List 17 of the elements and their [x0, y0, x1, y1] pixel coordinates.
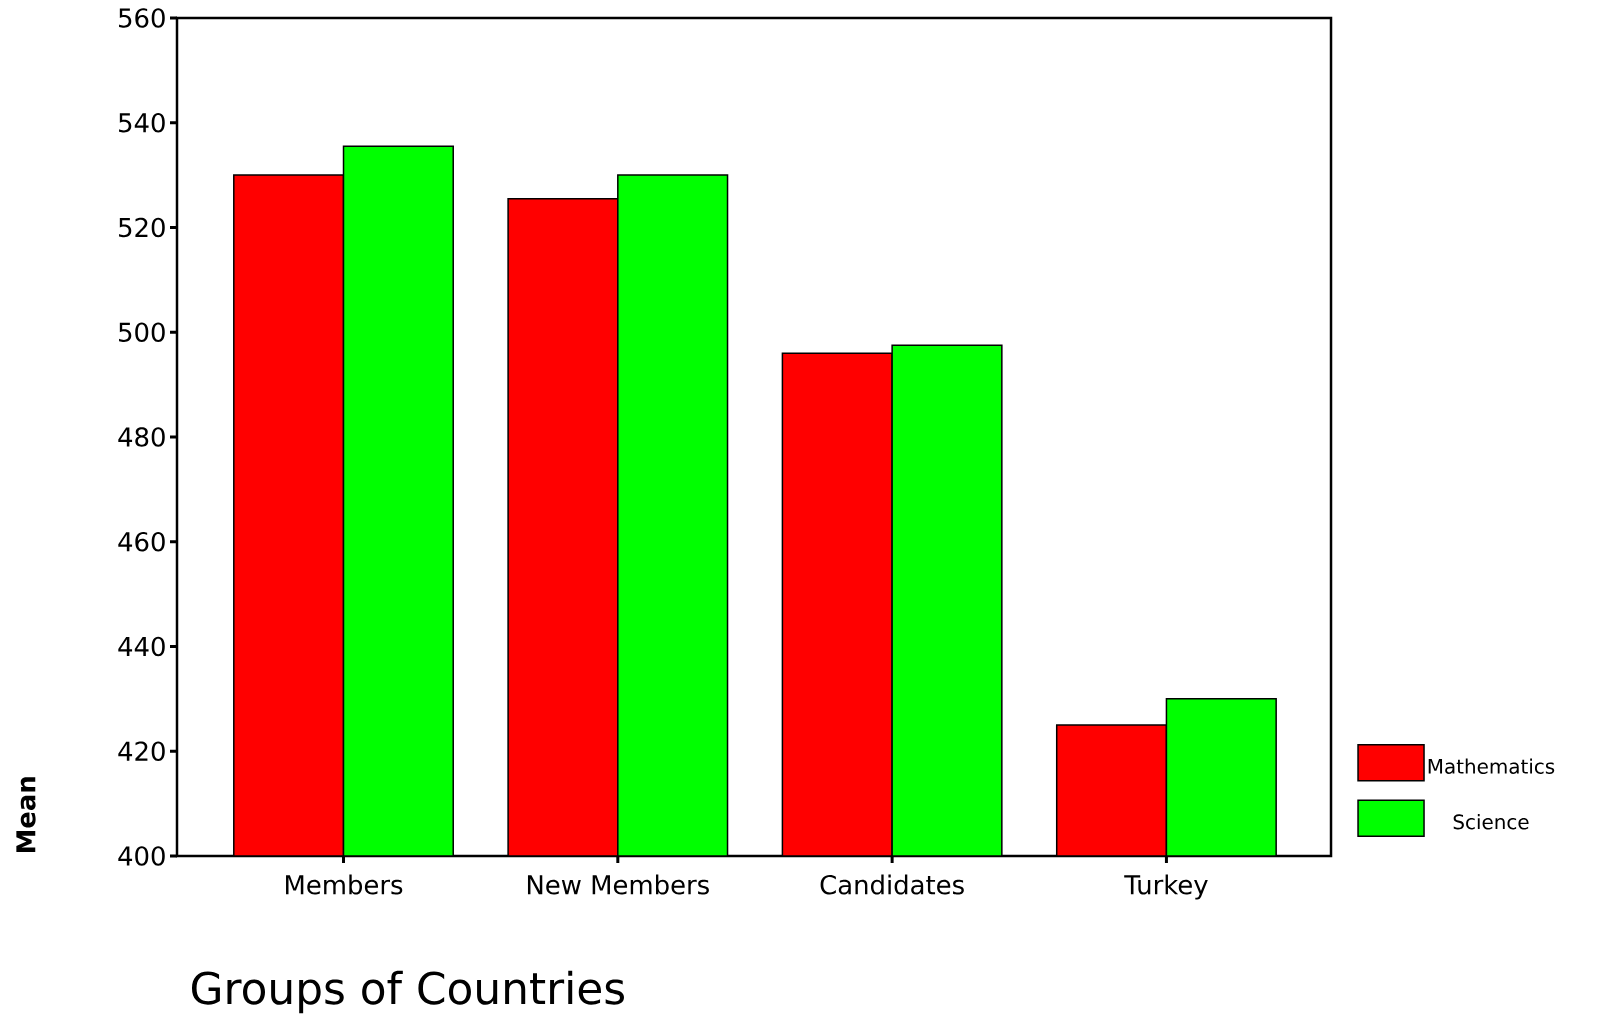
y-tick-label: 520 — [119, 217, 165, 238]
x-tick-label: New Members — [527, 874, 709, 895]
x-axis-title: Groups of Countries — [191, 970, 624, 1014]
y-tick-label: 560 — [119, 8, 165, 28]
legend-label: Science — [1453, 813, 1529, 830]
y-tick-label: 440 — [118, 636, 165, 657]
x-tick-label: Turkey — [1124, 874, 1208, 900]
y-tick-label: 420 — [118, 741, 165, 762]
y-tick-label: 480 — [118, 427, 165, 447]
y-tick-label: 400 — [118, 846, 165, 866]
y-axis-title: Mean — [16, 777, 36, 853]
y-tick-label: 540 — [119, 112, 165, 133]
y-tick-label: 500 — [119, 322, 165, 343]
legend-label: Mathematics — [1428, 758, 1555, 774]
y-tick-label: 460 — [118, 531, 165, 552]
x-tick-label: Candidates — [820, 874, 964, 895]
x-tick-label: Members — [286, 874, 403, 895]
